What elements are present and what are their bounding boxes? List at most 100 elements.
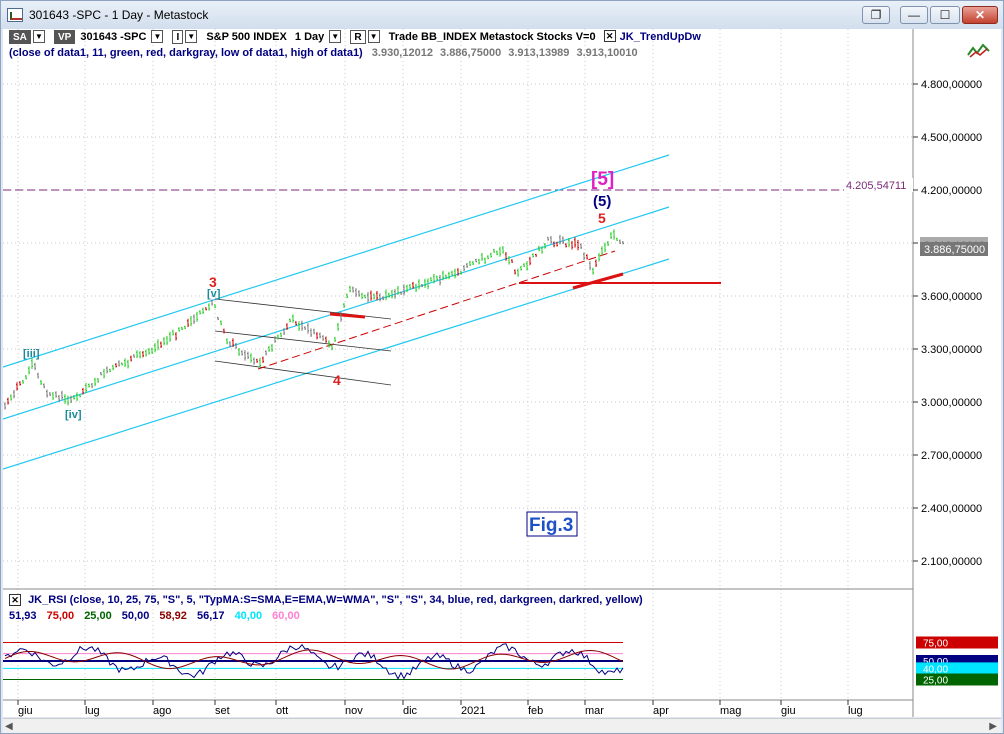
rsi-ma-line: [4, 649, 624, 670]
rsi-axis-label: 25,00: [923, 676, 948, 687]
correction-lower: [214, 360, 392, 386]
channel-lower: [2, 258, 670, 470]
window-title: 301643 -SPC - 1 Day - Metastock: [29, 8, 209, 22]
channel-upper: [2, 154, 670, 368]
indicator-name: JK_TrendUpDw: [619, 31, 701, 43]
symbol-dropdown[interactable]: ▼: [151, 30, 164, 43]
price-tick-label: 3.600,00000: [921, 291, 982, 303]
date-label: giu: [781, 705, 796, 717]
date-label: dic: [403, 705, 418, 717]
symbol-label: 301643 -SPC: [80, 31, 147, 43]
date-label: mar: [585, 705, 604, 717]
rsi-value-8: 60,00: [272, 610, 300, 622]
sa-dropdown[interactable]: ▼: [32, 30, 45, 43]
date-label: mag: [720, 705, 741, 717]
price-tick-label: 2.100,00000: [921, 556, 982, 568]
date-label: lug: [848, 705, 863, 717]
target-label-box: [844, 178, 913, 192]
price-tick-label: 4.800,00000: [921, 79, 982, 91]
wave-3-label: 3: [209, 274, 217, 290]
rsi-value-1: 51,93: [9, 610, 37, 622]
target-line-label: 4.205,54711: [846, 180, 906, 192]
wave-iv-label: [iv]: [65, 409, 82, 421]
rsi-axis-label: 40,00: [923, 664, 948, 675]
interval-dropdown[interactable]: ▼: [329, 30, 342, 43]
rsi-axis-tag: [916, 662, 998, 675]
price-axis: 4.800,000004.500,000004.200,000003.900,0…: [913, 79, 982, 568]
date-label: feb: [528, 705, 543, 717]
rsi-header: ✕ JK_RSI (close, 10, 25, 75, "S", 5, "Ty…: [9, 594, 643, 606]
rsi-value-2: 75,00: [46, 610, 75, 622]
r-box[interactable]: R: [350, 30, 366, 44]
indicator-value-4: 3.913,10010: [576, 47, 638, 59]
regression-channels: [2, 154, 721, 470]
rsi-close-checkbox[interactable]: ✕: [9, 594, 21, 606]
fig-label-box: [526, 511, 578, 537]
chart-area[interactable]: [iii] [iv] [v] 3 4 5 (5) [5] Fig.3 4.800…: [2, 29, 1001, 717]
drawing-tool-icon[interactable]: [967, 41, 991, 59]
i-box[interactable]: I: [172, 30, 184, 44]
rsi-axis-tag: [916, 673, 998, 686]
scroll-left-icon[interactable]: ◀: [5, 721, 13, 732]
wave-paren5-label: (5): [593, 193, 611, 210]
i-dropdown[interactable]: ▼: [185, 30, 198, 43]
trend-dashed: [257, 250, 616, 370]
vp-button[interactable]: VP: [53, 30, 76, 44]
chart-toolbar: SA ▼ VP 301643 -SPC ▼ I ▼ S&P 500 INDEX 1 D…: [9, 30, 706, 46]
date-label: apr: [653, 705, 669, 717]
price-tick-label: 4.500,00000: [921, 132, 982, 144]
wave-4-label: 4: [333, 372, 341, 388]
rsi-params: JK_RSI (close, 10, 25, 75, "S", 5, "TypM…: [28, 594, 643, 606]
date-label: giu: [18, 705, 33, 717]
wave-v-label: [v]: [207, 288, 221, 300]
rsi-value-4: 50,00: [121, 610, 150, 622]
wave-bracket5-label: [5]: [591, 169, 614, 190]
indicator-value-3: 3.913,13989: [508, 47, 570, 59]
price-tick-label: 2.400,00000: [921, 503, 982, 515]
indicator-info: (close of data1, 11, green, red, darkgra…: [9, 47, 638, 59]
rsi-values: 51,93 75,00 25,00 50,00 58,92 56,17 40,0…: [9, 610, 307, 622]
horizontal-scrollbar[interactable]: ◀ ▶: [3, 718, 1001, 733]
breakout-arrow: [572, 272, 624, 290]
date-label: set: [215, 705, 230, 717]
r-dropdown[interactable]: ▼: [367, 30, 380, 43]
date-label: lug: [85, 705, 100, 717]
interval-label: 1 Day: [294, 31, 325, 43]
price-tick-label: 4.200,00000: [921, 185, 982, 197]
date-label: ago: [153, 705, 171, 717]
sa-button[interactable]: SA: [9, 30, 31, 44]
rsi-axis-tag: [916, 636, 998, 649]
indicator-params: (close of data1, 11, green, red, darkgra…: [9, 47, 363, 59]
scroll-right-icon[interactable]: ▶: [989, 721, 997, 732]
break-marker: [329, 312, 366, 319]
rsi-value-5: 58,92: [159, 610, 187, 622]
rsi-value-7: 40,00: [234, 610, 263, 622]
wave-5-label: 5: [598, 210, 606, 226]
indicator-value-2: 3.886,75000: [440, 47, 502, 59]
data-description: Trade BB_INDEX Metastock Stocks V=0: [388, 31, 596, 43]
date-axis: giu lug ago set ott nov dic 2021 feb mar apr mag giu…: [17, 700, 863, 717]
restore-chart-button[interactable]: ❐: [862, 6, 890, 24]
close-button[interactable]: ✕: [962, 6, 998, 24]
minimize-button[interactable]: —: [900, 6, 928, 24]
instrument-name: S&P 500 INDEX: [206, 31, 287, 43]
date-label: nov: [345, 705, 363, 717]
correction-middle: [214, 330, 392, 352]
price-tick-label: 2.700,00000: [921, 450, 982, 462]
rsi-line: [4, 643, 624, 680]
maximize-button[interactable]: ☐: [930, 6, 960, 24]
price-chart: [iii] [iv] [v] 3 4 5 (5) [5] Fig.3 4.800…: [2, 29, 998, 717]
price-tick-label: 3.000,00000: [921, 397, 982, 409]
fig-label: Fig.3: [529, 515, 573, 536]
title-bar[interactable]: 301643 -SPC - 1 Day - Metastock ❐ — ☐ ✕: [1, 1, 1003, 29]
rsi-value-3: 25,00: [84, 610, 112, 622]
wave-labels: [iii] [iv] [v] 3 4 5 (5) [5]: [23, 169, 614, 421]
current-price-tag: [920, 242, 988, 256]
current-price-label: 3.886,75000: [924, 244, 985, 256]
price-bars: [4, 229, 624, 410]
rsi-axis-label: 75,00: [923, 639, 948, 650]
date-label: ott: [276, 705, 288, 717]
indicator-close-checkbox[interactable]: ✕: [603, 30, 616, 42]
